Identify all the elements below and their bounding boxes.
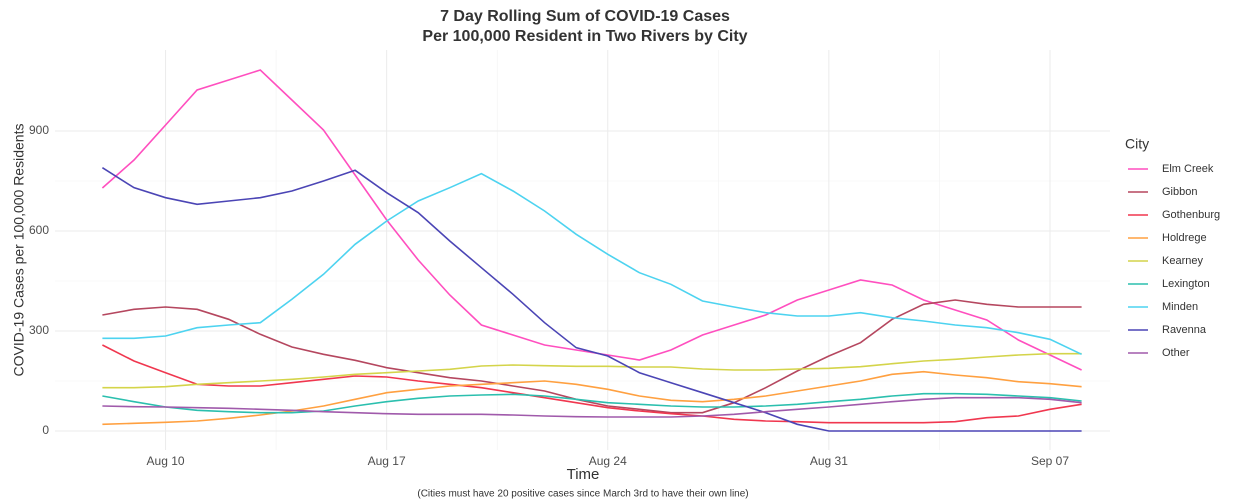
legend-label: Elm Creek — [1162, 163, 1214, 175]
legend-label: Minden — [1162, 301, 1198, 313]
series-line — [102, 299, 1082, 414]
legend-label: Ravenna — [1162, 324, 1207, 336]
x-tick-label: Sep 07 — [1031, 454, 1069, 468]
x-tick-label: Aug 17 — [368, 454, 406, 468]
series-line — [102, 370, 1082, 426]
legend-label: Lexington — [1162, 278, 1210, 290]
y-tick-label: 0 — [42, 423, 49, 437]
chart-title: 7 Day Rolling Sum of COVID-19 Cases — [440, 8, 730, 25]
legend-title: City — [1125, 136, 1149, 152]
chart-title: Per 100,000 Resident in Two Rivers by Ci… — [422, 28, 747, 45]
series-line — [102, 392, 1082, 414]
legend-label: Other — [1162, 347, 1190, 359]
series-line — [102, 344, 1082, 424]
x-tick-label: Aug 31 — [810, 454, 848, 468]
series-line — [101, 69, 1082, 371]
series-line — [101, 167, 1082, 432]
x-axis-label: Time — [567, 466, 600, 483]
x-tick-label: Aug 10 — [147, 454, 185, 468]
legend-label: Gibbon — [1162, 186, 1197, 198]
series-line — [102, 352, 1082, 389]
y-tick-label: 900 — [29, 123, 49, 137]
caption: (Cities must have 20 positive cases sinc… — [417, 489, 748, 500]
y-axis-label: COVID-19 Cases per 100,000 Residents — [11, 124, 27, 377]
y-tick-label: 600 — [29, 223, 49, 237]
legend-label: Gothenburg — [1162, 209, 1220, 221]
legend-label: Kearney — [1162, 255, 1203, 267]
legend-label: Holdrege — [1162, 232, 1207, 244]
y-tick-label: 300 — [29, 323, 49, 337]
series-line — [102, 396, 1082, 418]
x-tick-label: Aug 24 — [589, 454, 627, 468]
series-line — [102, 172, 1082, 356]
